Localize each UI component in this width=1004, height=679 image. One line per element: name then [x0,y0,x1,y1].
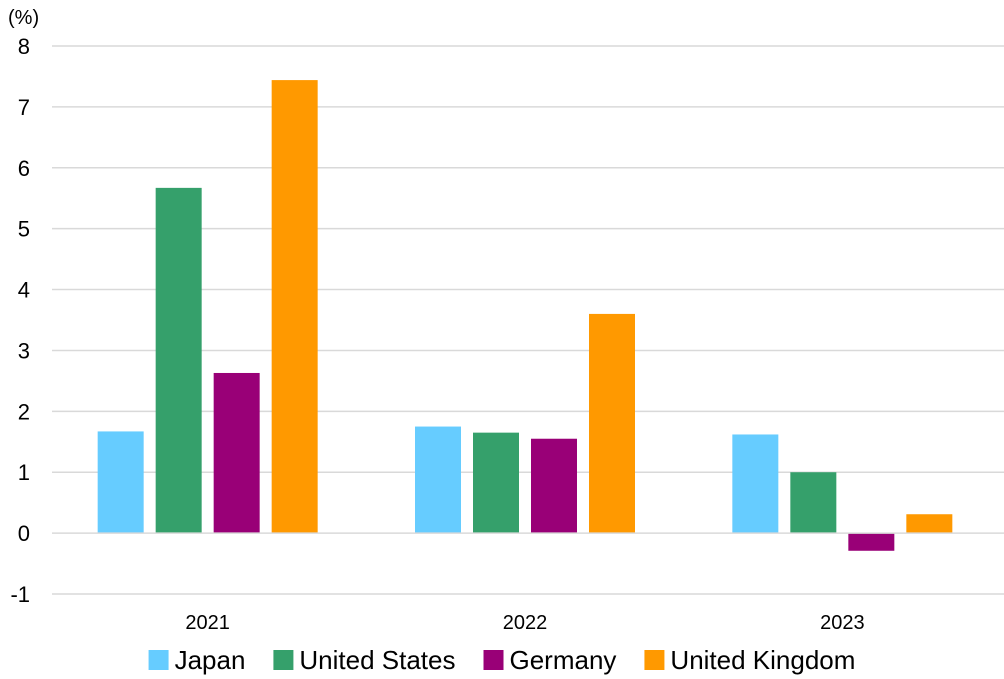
bar-united-kingdom-2022 [589,313,635,534]
legend-swatch [148,650,169,670]
legend-label: United States [299,645,455,675]
x-category-label: 2022 [503,612,548,634]
y-tick-label: 4 [18,278,30,303]
gridlines [52,45,1004,595]
legend-item-united-kingdom: United Kingdom [644,645,855,675]
x-category-label: 2023 [820,612,865,634]
bar-japan-2022 [415,426,461,534]
legend-swatch [273,650,294,670]
legend-item-united-states: United States [273,645,456,675]
y-tick-label: 7 [18,95,30,120]
bar-united-states-2022 [473,432,519,534]
y-tick-label: 6 [18,156,30,181]
bar-germany-2023 [848,533,895,551]
legend-swatch [483,650,504,670]
y-axis-unit-label: (%) [8,7,39,29]
bar-united-kingdom-2023 [906,514,953,534]
y-tick-label: 8 [18,34,30,59]
legend-label: Japan [175,645,246,675]
bar-japan-2021 [97,431,144,534]
y-tick-label: 5 [18,217,30,242]
legend-label: United Kingdom [670,645,855,675]
bars [97,80,953,551]
legend-label: Germany [510,645,617,675]
y-tick-label: 3 [18,338,30,363]
bar-germany-2022 [531,438,577,534]
y-tick-label: 2 [18,399,30,424]
legend: Japan United States Germany United Kingdom [148,645,855,675]
bar-united-states-2021 [155,187,202,534]
x-axis-category-labels: 2021 2022 2023 [185,612,864,634]
bar-japan-2023 [732,434,779,534]
y-tick-label: 0 [18,521,30,546]
bar-united-kingdom-2021 [271,80,318,534]
bar-germany-2021 [213,372,260,534]
x-category-label: 2021 [185,612,230,634]
y-tick-label: 1 [18,460,30,485]
y-tick-label: -1 [10,582,30,607]
legend-swatch [644,650,665,670]
y-axis-tick-labels: -1 0 1 2 3 4 5 6 7 8 [10,34,30,607]
bar-united-states-2023 [790,472,837,534]
legend-item-germany: Germany [483,645,617,675]
legend-item-japan: Japan [148,645,246,675]
